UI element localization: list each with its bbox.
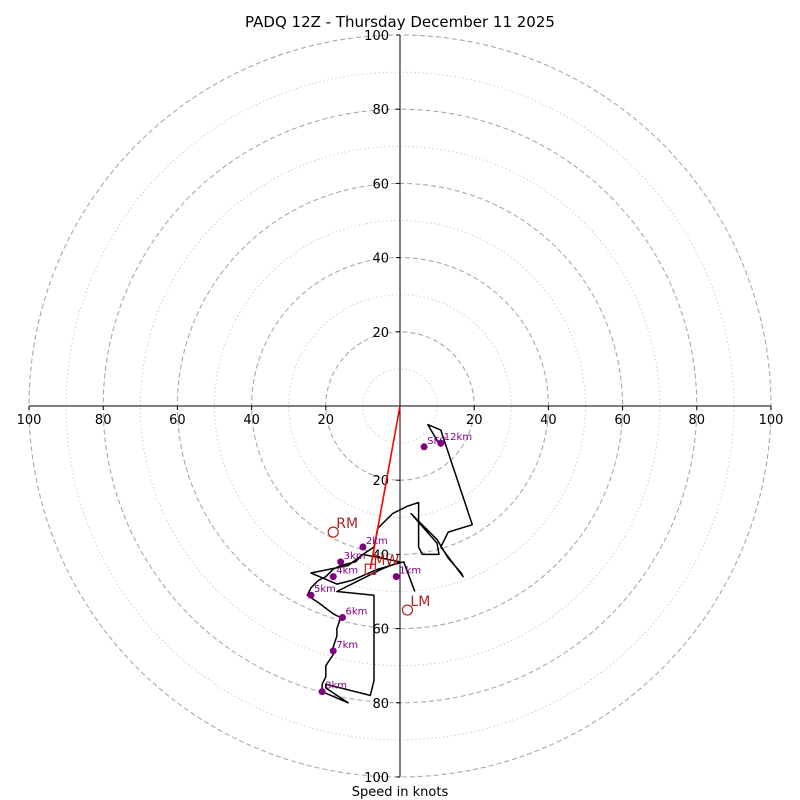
motion-label-LM: LM	[410, 594, 430, 610]
height-point-1km	[392, 573, 400, 581]
height-label-8km: 8km	[325, 681, 347, 692]
height-point-SFC	[420, 443, 428, 451]
storm-motion-markers: RM MW LM	[327, 516, 430, 616]
x-tick-label: 100	[17, 413, 42, 428]
height-label-7km: 7km	[336, 640, 358, 651]
x-tick-label: 20	[318, 413, 335, 428]
motion-marker-LM	[401, 604, 414, 616]
x-tick-label: 40	[243, 413, 260, 428]
height-point-8km	[318, 688, 326, 696]
y-tick-label: 100	[364, 29, 389, 44]
y-tick-label: 20	[372, 326, 389, 341]
height-point-5km	[307, 591, 315, 599]
y-tick-label: 60	[372, 177, 389, 192]
motion-label-RM: RM	[336, 516, 358, 532]
motion-marker-RM	[327, 526, 339, 538]
y-tick-label: 40	[372, 252, 389, 267]
height-label-4km: 4km	[336, 566, 358, 577]
hodograph-trace	[306, 423, 474, 704]
height-label-SFC: SFC	[427, 436, 446, 447]
motion-label-MW: MW	[373, 553, 399, 569]
height-label-6km: 6km	[345, 606, 367, 617]
height-label-2km: 2km	[366, 536, 388, 547]
height-point-6km	[338, 613, 346, 621]
x-tick-label: 80	[95, 413, 112, 428]
height-point-12km	[437, 439, 445, 447]
height-label-3km: 3km	[344, 551, 366, 562]
x-tick-label: 80	[689, 413, 706, 428]
x-tick-label: 60	[169, 413, 186, 428]
x-tick-label: 60	[614, 413, 631, 428]
height-label-12km: 12km	[444, 432, 472, 443]
chart-title: PADQ 12Z - Thursday December 11 2025	[245, 13, 555, 31]
height-point-4km	[329, 573, 337, 581]
x-tick-label: 100	[759, 413, 784, 428]
series	[306, 405, 474, 704]
height-point-2km	[359, 543, 367, 551]
y-tick-label: 80	[372, 697, 389, 712]
height-point-7km	[329, 647, 337, 655]
height-point-3km	[337, 558, 345, 566]
x-axis-label: Speed in knots	[352, 785, 449, 800]
motion-marker-MW	[364, 563, 376, 575]
y-tick-label: 80	[372, 103, 389, 118]
x-tick-label: 20	[466, 413, 483, 428]
y-tick-label: 100	[364, 771, 389, 786]
y-tick-label: 60	[372, 623, 389, 638]
mean-wind-line	[369, 405, 401, 570]
tick-labels: 100 80 60 40 20 20 40 60 80 100100806040202040608…	[17, 29, 784, 786]
y-tick-label: 40	[372, 548, 389, 563]
x-tick-label: 40	[540, 413, 557, 428]
height-label-5km: 5km	[314, 584, 336, 595]
height-label-1km: 1km	[399, 566, 421, 577]
